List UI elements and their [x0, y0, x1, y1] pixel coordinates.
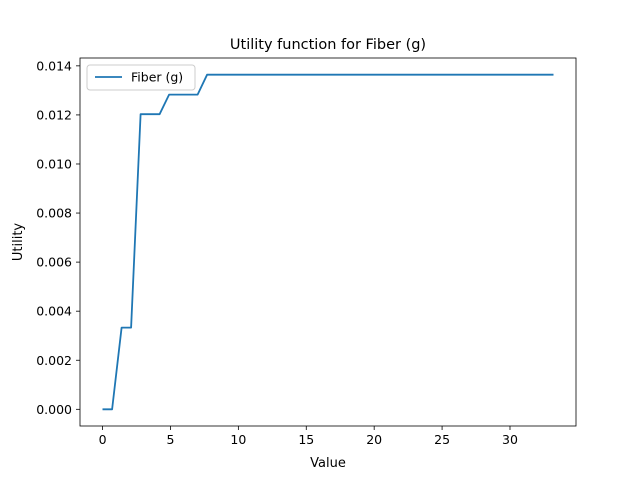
series-line-fiber — [102, 73, 554, 411]
x-axis: 0 5 10 15 20 25 30 — [99, 426, 518, 447]
x-axis-label: Value — [310, 456, 346, 471]
x-tick-label: 20 — [366, 432, 382, 447]
x-tick-label: 5 — [166, 432, 174, 447]
y-axis: 0.000 0.002 0.004 0.006 0.008 0.010 0.012 0.014 — [36, 58, 80, 417]
x-tick-label: 15 — [298, 432, 314, 447]
y-tick-label: 0.008 — [36, 206, 72, 221]
y-tick-label: 0.000 — [36, 402, 72, 417]
chart-title: Utility function for Fiber (g) — [230, 37, 426, 53]
plot-area — [102, 73, 554, 411]
y-tick-label: 0.012 — [36, 107, 72, 122]
y-tick-label: 0.004 — [36, 304, 72, 319]
y-tick-label: 0.002 — [36, 353, 72, 368]
x-tick-label: 25 — [434, 432, 450, 447]
y-tick-label: 0.014 — [36, 58, 72, 73]
legend-box — [86, 64, 196, 91]
legend: Fiber (g) — [86, 64, 196, 91]
axes-frame — [79, 57, 577, 427]
y-tick-label: 0.010 — [36, 156, 72, 171]
x-tick-label: 0 — [99, 432, 107, 447]
y-tick-label: 0.006 — [36, 255, 72, 270]
x-tick-label: 30 — [502, 432, 518, 447]
legend-label: Fiber (g) — [131, 70, 183, 85]
y-axis-label: Utility — [11, 223, 26, 262]
x-tick-label: 10 — [230, 432, 246, 447]
